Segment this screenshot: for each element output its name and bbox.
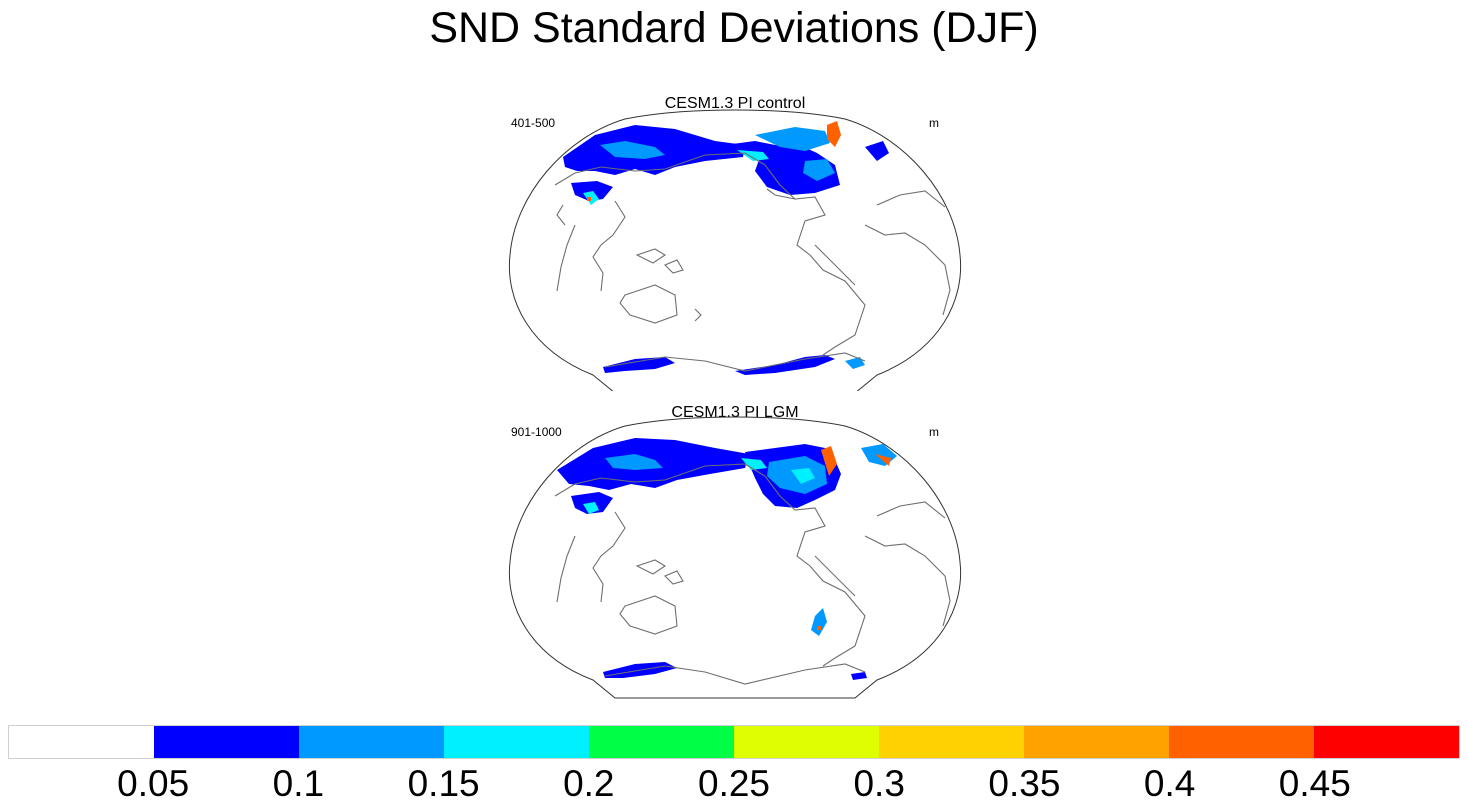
colorbar-swatch: [1314, 726, 1459, 758]
map-svg: [508, 416, 962, 699]
colorbar-tick-label: 0.2: [563, 763, 615, 804]
colorbar-swatch: [444, 726, 589, 758]
colorbar-swatch: [9, 726, 154, 758]
snow-field: [563, 121, 889, 375]
map-svg: [508, 109, 962, 391]
colorbar-labels: 0.05 0.1 0.15 0.2 0.25 0.3 0.35 0.4 0.45: [8, 760, 1460, 806]
snow-field: [557, 438, 897, 680]
colorbar-tick-label: 0.05: [117, 763, 190, 804]
colorbar-swatch: [1024, 726, 1169, 758]
colorbar-tick-label: 0.35: [988, 763, 1061, 804]
colorbar-tick-label: 0.4: [1143, 763, 1196, 804]
colorbar-tick-label: 0.15: [407, 763, 480, 804]
colorbar-tick-label: 0.45: [1278, 763, 1351, 804]
colorbar-swatch: [1169, 726, 1314, 758]
panel-years-label: 401-500: [511, 116, 556, 130]
map-panel-pi-control: CESM1.3 PI control 401-500 m: [505, 95, 965, 391]
coastlines: [554, 152, 951, 372]
panel-years-label: 901-1000: [511, 425, 562, 439]
panel-title: CESM1.3 PI control: [664, 95, 806, 112]
colorbar-tick-label: 0.3: [853, 763, 905, 804]
map-boundary: [508, 109, 962, 391]
map-boundary: [508, 416, 962, 699]
colorbar-swatch: [154, 726, 299, 758]
colorbar: [8, 725, 1460, 759]
figure-title: SND Standard Deviations (DJF): [429, 4, 1039, 52]
colorbar-swatch: [879, 726, 1024, 758]
panel-title: CESM1.3 PI LGM: [671, 404, 799, 421]
colorbar-tick-label: 0.25: [697, 763, 771, 804]
coastlines: [554, 463, 951, 685]
map-panel-pi-lgm: CESM1.3 PI LGM 901-1000 m: [505, 404, 965, 699]
colorbar-swatch: [734, 726, 879, 758]
colorbar-tick-label: 0.1: [272, 763, 325, 804]
colorbar-swatch: [589, 726, 734, 758]
panel-units-label: m: [929, 425, 939, 439]
colorbar-swatch: [299, 726, 444, 758]
panel-units-label: m: [929, 116, 939, 130]
